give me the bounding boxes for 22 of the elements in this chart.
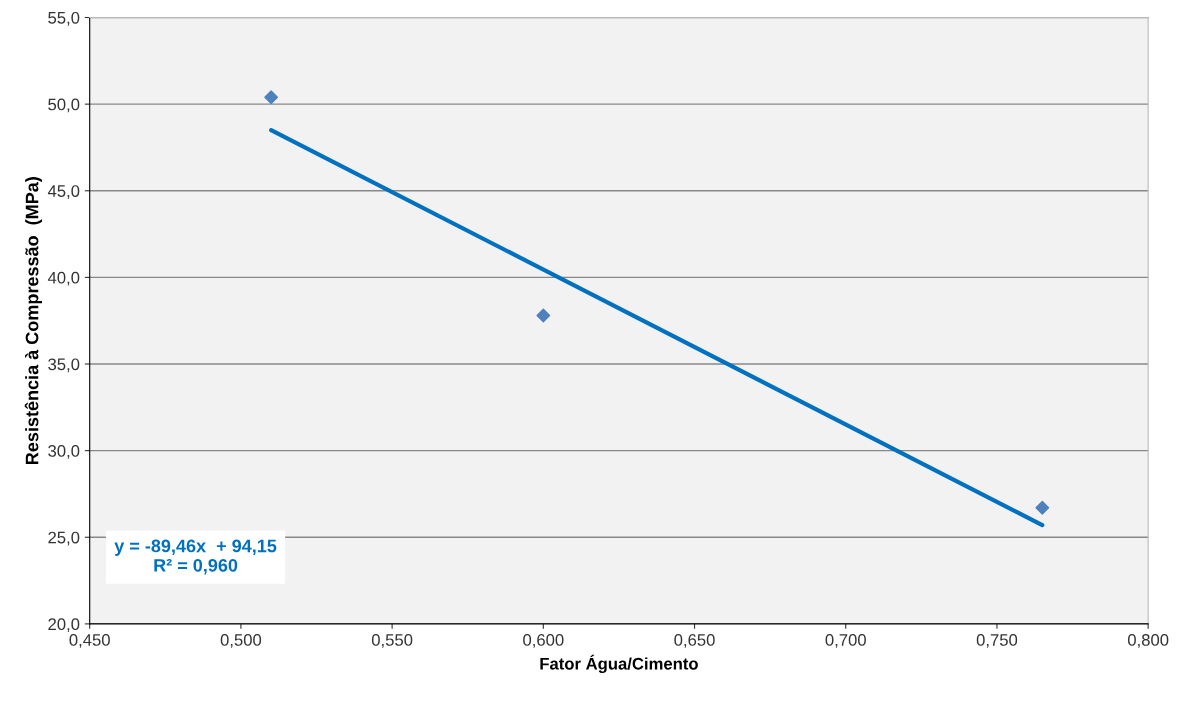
y-tick-label: 35,0 xyxy=(48,358,80,373)
x-tick-label: 0,700 xyxy=(825,634,866,648)
x-tick-label: 0,650 xyxy=(674,634,715,648)
x-axis-title: Fator Água/Cimento xyxy=(540,654,698,674)
x-tick-label: 0,450 xyxy=(69,634,110,648)
y-tick-label: 45,0 xyxy=(47,185,80,199)
y-tick-label: 20,0 xyxy=(48,618,80,633)
point xyxy=(1035,500,1050,515)
x-tick-label: 0,500 xyxy=(220,634,262,648)
point xyxy=(536,308,551,323)
annotation: y = -89,46x + 94,15 R² = 0,960 xyxy=(114,539,277,575)
y-axis-title: Resistência à Compressão (MPa) xyxy=(24,177,42,464)
point xyxy=(264,90,279,105)
y-tick-label: 30,0 xyxy=(48,445,80,459)
y-tick-label: 50,0 xyxy=(48,98,80,113)
y-tick-label: 40,0 xyxy=(47,271,80,286)
x-tick-label: 0,750 xyxy=(976,634,1018,648)
x-tick-label: 0,600 xyxy=(523,634,564,648)
x-tick-label: 0,550 xyxy=(371,634,413,648)
y-tick-label: 25,0 xyxy=(48,531,80,546)
y-tick-label: 55,0 xyxy=(48,11,80,26)
x-tick-label: 0,800 xyxy=(1127,634,1169,648)
